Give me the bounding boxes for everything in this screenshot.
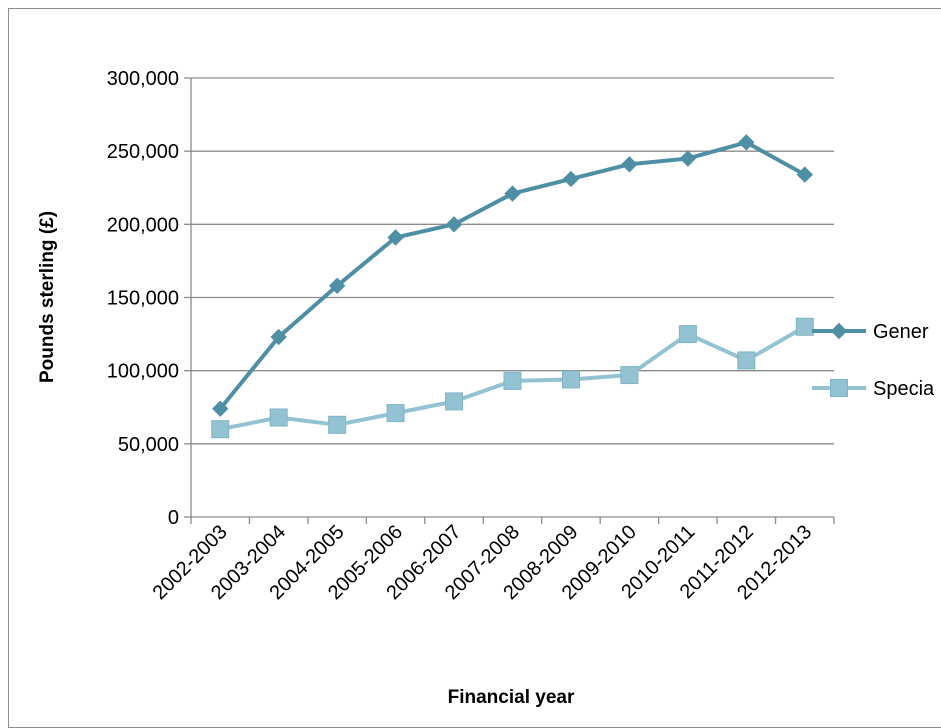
series-1-point xyxy=(270,328,287,346)
series-line-1 xyxy=(218,140,806,410)
series-1-point xyxy=(212,400,229,417)
series-2-point xyxy=(678,325,697,344)
series-2-point xyxy=(561,370,580,389)
legend-label-1: Gener xyxy=(873,321,929,343)
series-2-point xyxy=(269,408,288,427)
y-tick-label: 250,000 xyxy=(107,141,179,163)
series-2-point xyxy=(211,420,230,439)
series-2-point xyxy=(503,371,522,390)
y-tick-label: 150,000 xyxy=(107,288,179,310)
series-2-point xyxy=(737,351,756,370)
x-axis-title: Financial year xyxy=(448,687,575,708)
legend-marker-1 xyxy=(830,322,848,340)
series-1-point xyxy=(445,216,463,233)
y-tick-label: 100,000 xyxy=(107,361,179,383)
series-1-point xyxy=(387,229,404,246)
series-1-point xyxy=(562,170,580,188)
gridlines xyxy=(191,77,834,445)
y-tick-label: 300,000 xyxy=(107,68,179,90)
axes xyxy=(184,77,835,524)
y-tick-labels: 0 50,000 100,000 150,000 200,000 250,000 300,0… xyxy=(107,68,179,529)
series-2-point xyxy=(795,317,814,336)
y-axis-title: Pounds sterling (£) xyxy=(37,211,58,383)
series-1-point xyxy=(621,156,638,173)
y-tick-label: 200,000 xyxy=(107,214,179,236)
legend-label-2: Specia xyxy=(873,378,935,400)
y-tick-label: 0 xyxy=(168,507,179,529)
series-1-point xyxy=(738,134,755,151)
series-2-point xyxy=(386,404,405,423)
series-1-point xyxy=(504,185,521,202)
series-lines xyxy=(211,134,814,439)
series-1-point xyxy=(796,166,813,183)
series-2-point xyxy=(328,415,347,434)
y-tick-label: 50,000 xyxy=(118,434,179,456)
series-2-point xyxy=(445,392,464,411)
series-1-point xyxy=(328,277,346,295)
legend-marker-2 xyxy=(830,379,848,397)
series-1-point xyxy=(679,150,697,167)
legend: Gener Specia xyxy=(812,321,935,400)
x-tick-labels: 2002-20032003-20042004-20052005-20062006… xyxy=(149,521,817,604)
series-2-point xyxy=(620,366,639,385)
